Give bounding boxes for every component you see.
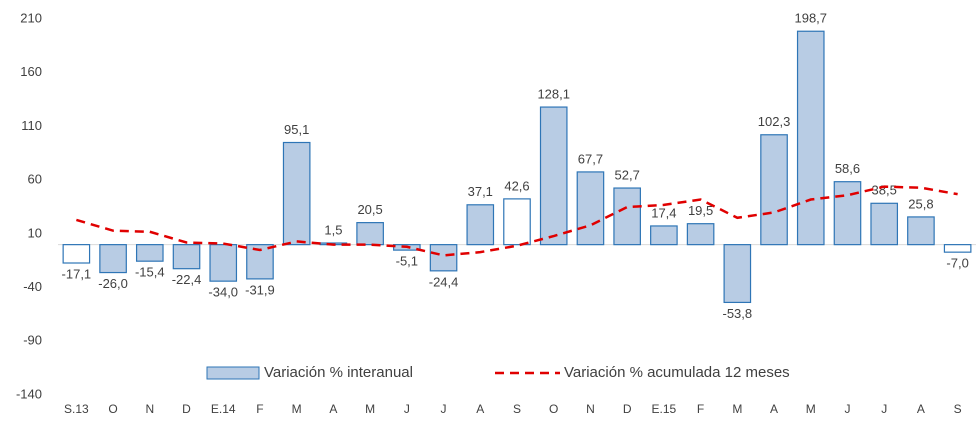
x-tick-label: A — [917, 402, 925, 416]
value-label: 52,7 — [615, 167, 640, 182]
bar — [282, 141, 311, 246]
x-tick-label: A — [770, 402, 778, 416]
bar — [723, 244, 752, 304]
legend-label: Variación % interanual — [264, 364, 413, 381]
value-label: -26,0 — [98, 276, 128, 291]
bar — [760, 134, 788, 246]
value-label: 42,6 — [504, 178, 529, 193]
y-tick-label: -40 — [23, 279, 42, 294]
value-label: -15,4 — [135, 265, 165, 280]
x-tick-label: S — [954, 402, 962, 416]
bar — [99, 244, 127, 274]
y-tick-label: -140 — [16, 386, 42, 401]
value-label: -34,0 — [208, 285, 238, 300]
bar — [576, 171, 605, 246]
bar — [943, 244, 972, 253]
bar — [135, 244, 164, 262]
bar — [62, 244, 91, 264]
value-label: -53,8 — [722, 306, 752, 321]
x-tick-label: F — [256, 402, 263, 416]
bar — [870, 202, 899, 246]
x-tick-label: N — [145, 402, 154, 416]
bar — [613, 187, 641, 246]
value-label: 102,3 — [758, 114, 791, 129]
x-tick-label: A — [329, 402, 337, 416]
x-tick-label: N — [586, 402, 595, 416]
x-tick-label: D — [623, 402, 632, 416]
y-tick-label: 210 — [20, 11, 42, 26]
x-tick-label: J — [404, 402, 410, 416]
value-label: 17,4 — [651, 205, 676, 220]
bar — [686, 223, 715, 246]
value-label: -22,4 — [172, 272, 202, 287]
x-tick-label: S — [513, 402, 521, 416]
bar — [356, 222, 384, 246]
y-tick-label: 60 — [28, 172, 42, 187]
x-tick-label: J — [441, 402, 447, 416]
x-tick-label: S.13 — [64, 402, 89, 416]
x-tick-label: M — [292, 402, 302, 416]
bar — [539, 106, 568, 246]
value-label: 38,5 — [872, 183, 897, 198]
line — [76, 185, 958, 257]
bar — [466, 204, 495, 246]
value-label: 25,8 — [908, 196, 933, 211]
bar — [796, 30, 825, 246]
value-label: 95,1 — [284, 122, 309, 137]
x-tick-label: O — [549, 402, 558, 416]
value-label: 20,5 — [357, 202, 382, 217]
value-label: -24,4 — [429, 274, 459, 289]
y-tick-label: 110 — [21, 118, 42, 133]
y-tick-label: 160 — [20, 64, 42, 79]
x-tick-label: M — [365, 402, 375, 416]
value-label: 19,5 — [688, 203, 713, 218]
x-tick-label: A — [476, 402, 484, 416]
value-label: -31,9 — [245, 282, 275, 297]
bar — [833, 181, 862, 246]
bar — [172, 244, 201, 270]
bar — [429, 244, 458, 272]
x-tick-label: F — [697, 402, 704, 416]
bar — [650, 225, 678, 246]
value-label: -17,1 — [62, 266, 92, 281]
value-label: 198,7 — [794, 11, 827, 26]
value-label: 58,6 — [835, 161, 860, 176]
value-label: -5,1 — [396, 254, 418, 269]
x-tick-label: J — [881, 402, 887, 416]
bar — [503, 198, 531, 246]
value-label: 128,1 — [537, 86, 570, 101]
x-tick-label: E.15 — [652, 402, 677, 416]
legend-label: Variación % acumulada 12 meses — [564, 364, 790, 381]
value-label: -7,0 — [946, 256, 968, 271]
x-tick-label: J — [844, 402, 850, 416]
legend-swatch — [206, 366, 260, 380]
x-tick-label: M — [806, 402, 816, 416]
bar — [209, 244, 238, 282]
x-tick-label: E.14 — [211, 402, 236, 416]
value-label: 1,5 — [324, 222, 342, 237]
value-label: 37,1 — [468, 184, 493, 199]
y-tick-label: -90 — [23, 333, 42, 348]
x-tick-label: M — [732, 402, 742, 416]
value-label: 67,7 — [578, 151, 603, 166]
x-tick-label: O — [108, 402, 117, 416]
y-tick-label: 10 — [28, 225, 42, 240]
x-tick-label: D — [182, 402, 191, 416]
bar — [907, 216, 935, 246]
